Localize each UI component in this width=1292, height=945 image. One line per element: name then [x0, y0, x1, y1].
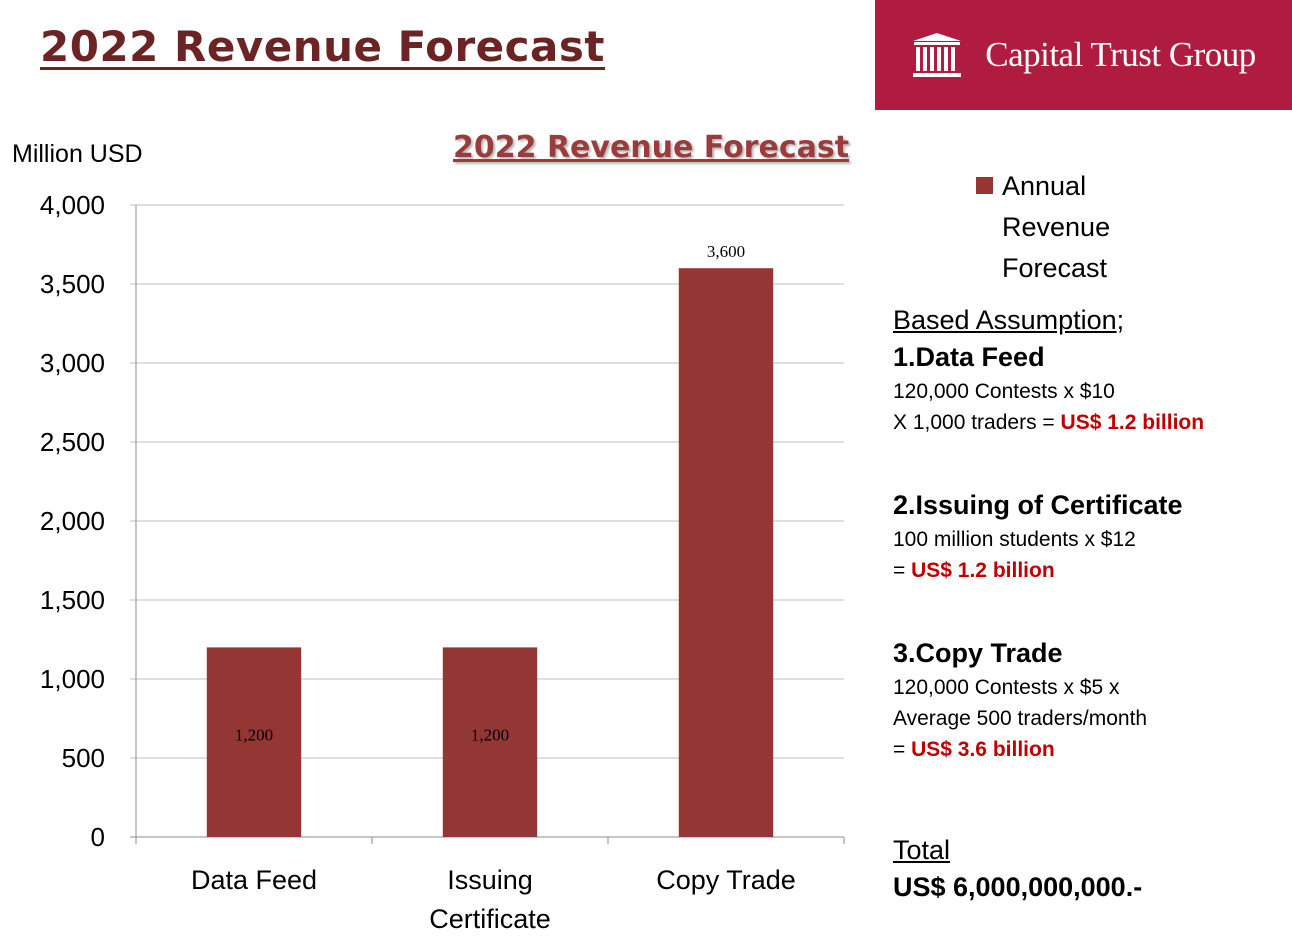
assumptions-panel: Based Assumption; 1.Data Feed 120,000 Co… — [893, 302, 1283, 765]
assumption-line: X 1,000 traders = US$ 1.2 billion — [893, 411, 1205, 434]
y-tick-label: 0 — [91, 822, 105, 852]
y-tick-label: 1,500 — [40, 585, 105, 615]
y-tick-label: 4,000 — [40, 190, 105, 220]
y-tick-label: 3,000 — [40, 348, 105, 378]
data-label: 1,200 — [471, 726, 509, 745]
bar — [206, 647, 302, 837]
brand-banner: Capital Trust Group — [875, 0, 1292, 110]
total-label: Total — [893, 835, 951, 865]
total-block: Total US$ 6,000,000,000.- — [893, 832, 1142, 906]
columned-building-icon — [913, 33, 962, 77]
assumption-title: 3.Copy Trade — [893, 638, 1063, 668]
chart-legend: Annual Revenue Forecast — [976, 166, 1142, 289]
x-tick-label: Data Feed — [191, 865, 317, 895]
y-axis-unit-label: Million USD — [12, 140, 143, 168]
x-tick-label: Certificate — [429, 904, 551, 934]
y-tick-label: 1,000 — [40, 664, 105, 694]
y-tick-label: 2,000 — [40, 506, 105, 536]
data-label: 1,200 — [235, 726, 273, 745]
assumption-result: US$ 1.2 billion — [1060, 411, 1205, 434]
assumption-line: 120,000 Contests x $10 — [893, 380, 1115, 403]
bar — [678, 268, 774, 837]
data-label: 3,600 — [707, 242, 745, 261]
assumption-line: = US$ 1.2 billion — [893, 559, 1055, 582]
assumptions-heading: Based Assumption; — [893, 305, 1125, 335]
legend-label: Annual Revenue Forecast — [1002, 171, 1111, 283]
assumption-line: 120,000 Contests x $5 x — [893, 676, 1120, 699]
x-tick-label: Copy Trade — [656, 865, 796, 895]
assumption-line: 100 million students x $12 — [893, 528, 1136, 551]
assumption-title: 1.Data Feed — [893, 342, 1045, 372]
legend-swatch — [976, 177, 993, 194]
assumption-result: US$ 3.6 billion — [911, 738, 1055, 761]
assumption-title: 2.Issuing of Certificate — [893, 490, 1183, 520]
bar — [442, 647, 538, 837]
assumption-line: Average 500 traders/month — [893, 707, 1148, 730]
y-tick-label: 3,500 — [40, 269, 105, 299]
chart-title: 2022 Revenue Forecast — [453, 130, 850, 165]
x-tick-label: Issuing — [447, 865, 533, 895]
page-title: 2022 Revenue Forecast — [40, 22, 605, 71]
assumption-result: US$ 1.2 billion — [911, 559, 1055, 582]
total-value: US$ 6,000,000,000.- — [893, 872, 1143, 902]
brand-name: Capital Trust Group — [985, 35, 1256, 74]
y-tick-label: 500 — [62, 743, 105, 773]
y-tick-label: 2,500 — [40, 427, 105, 457]
assumption-line: = US$ 3.6 billion — [893, 738, 1055, 761]
bar-chart: 0 500 1,000 1,500 2,000 2,500 3,000 3,500 4,000 1… — [40, 190, 845, 934]
